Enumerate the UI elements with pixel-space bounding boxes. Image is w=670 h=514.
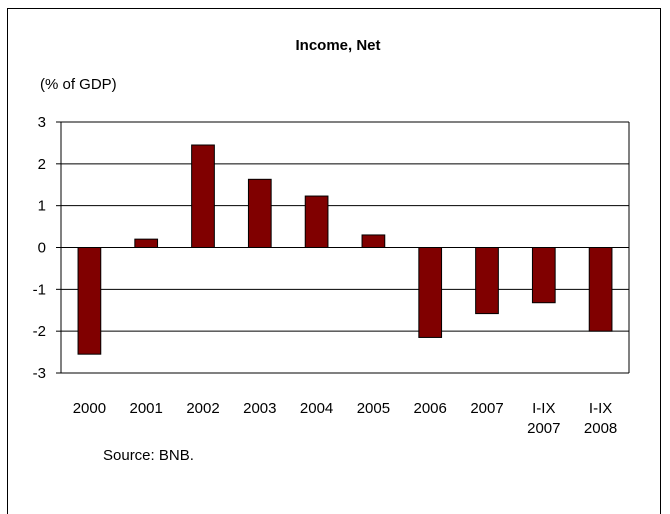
chart-title: Income, Net (295, 37, 380, 54)
bars (77, 144, 613, 355)
x-tick-label: I-IX (532, 400, 555, 417)
bar (304, 195, 329, 248)
y-tick-labels: 3 2 1 0 -1 -2 -3 (33, 114, 46, 382)
x-tick-label: 2007 (470, 400, 503, 417)
gridlines (61, 121, 630, 374)
y-tick-label: 3 (38, 114, 46, 131)
x-tick-label: I-IX (589, 400, 612, 417)
y-tick-label: 0 (38, 240, 46, 257)
x-tick-label: 2008 (584, 420, 617, 437)
x-tick-label: 2002 (186, 400, 219, 417)
y-tick-label: -3 (33, 365, 46, 382)
y-tick-label: 1 (38, 198, 46, 215)
bar (77, 247, 102, 355)
axes (56, 121, 62, 374)
bar (361, 234, 386, 248)
bar (191, 144, 215, 248)
x-tick-label: 2005 (357, 400, 390, 417)
x-tick-label: 2000 (73, 400, 106, 417)
y-tick-label: 2 (38, 156, 46, 173)
bar (475, 247, 499, 315)
x-tick-labels: 2000 2001 2002 2003 2004 2005 2006 2007 I-IX 2007… (73, 400, 618, 437)
x-tick-label: 2006 (414, 400, 447, 417)
bar (531, 247, 556, 304)
y-tick-label: -1 (33, 281, 46, 298)
x-tick-label: 2001 (130, 400, 163, 417)
bar (134, 238, 159, 248)
x-tick-label: 2003 (243, 400, 276, 417)
y-tick-label: -2 (33, 323, 46, 340)
bar (247, 178, 272, 248)
x-tick-label: 2004 (300, 400, 333, 417)
source-note: Source: BNB. (103, 447, 194, 464)
bar (588, 247, 613, 332)
x-tick-label: 2007 (527, 420, 560, 437)
bar (418, 247, 443, 338)
y-axis-unit-label: (% of GDP) (40, 76, 117, 93)
